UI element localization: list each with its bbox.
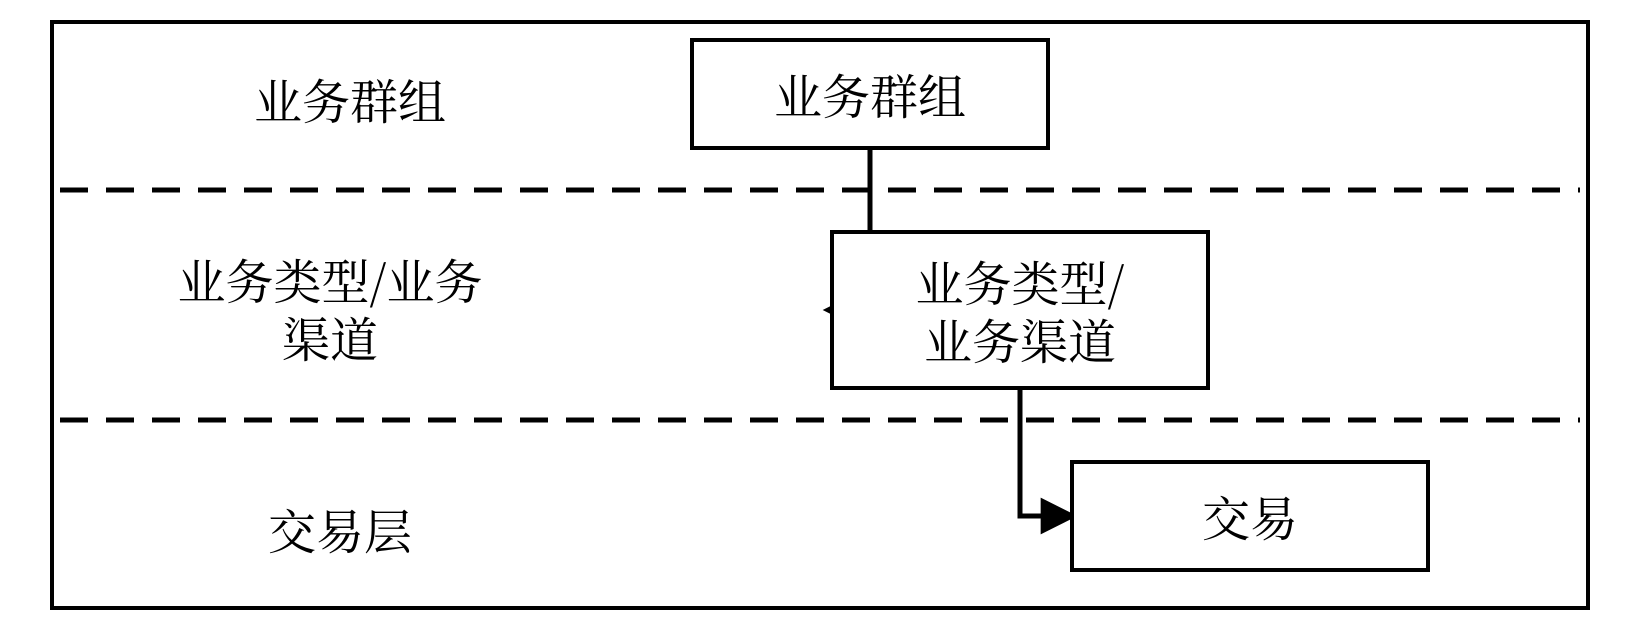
node-trade: 交易 — [1070, 460, 1430, 572]
label-3: 交易层 — [160, 500, 520, 558]
label-2: 业务类型/业务 渠道 — [100, 250, 560, 365]
label-1: 业务群组 — [140, 70, 560, 128]
diagram-canvas: 业务群组业务类型/业务 渠道交易层 业务群组业务类型/ 业务渠道交易 — [0, 0, 1648, 636]
node-type: 业务类型/ 业务渠道 — [830, 230, 1210, 390]
node-group: 业务群组 — [690, 38, 1050, 150]
